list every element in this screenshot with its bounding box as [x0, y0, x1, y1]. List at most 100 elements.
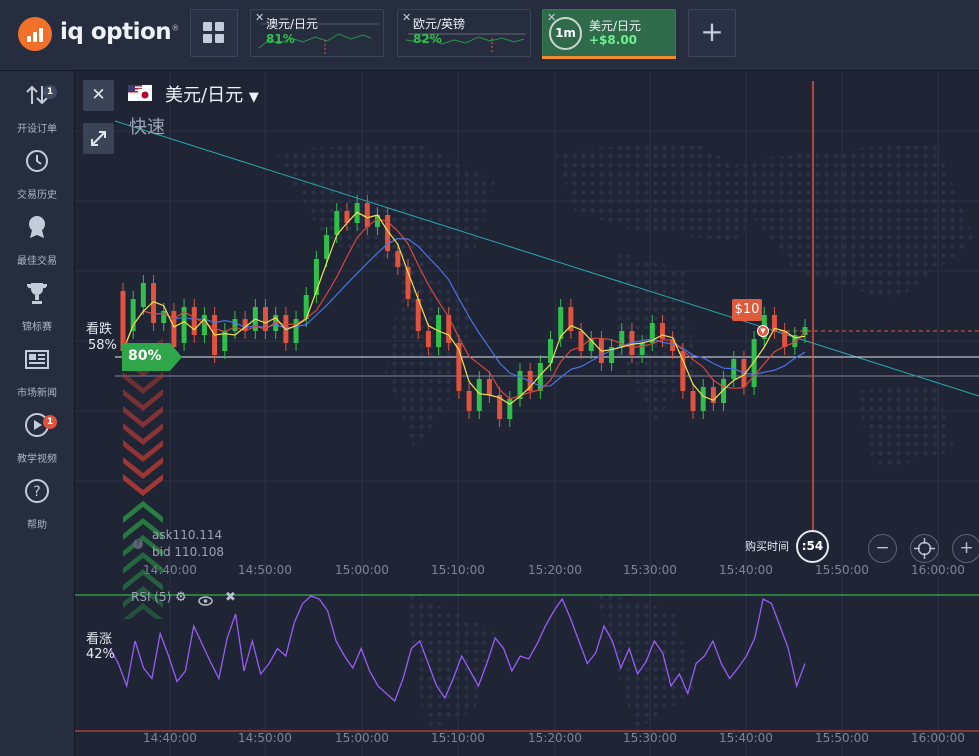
sidebar-item-tutorial-videos[interactable]: 1 教学视频 — [0, 408, 74, 470]
expiry-timer-icon: 1m — [549, 17, 582, 50]
brand-logo-icon[interactable] — [18, 17, 52, 51]
sidebar-item-label: 教学视频 — [17, 454, 57, 465]
mini-chart — [258, 23, 379, 54]
time-tick-label: 14:40:00 — [143, 731, 197, 745]
candle — [659, 323, 665, 339]
close-tab-icon[interactable]: ✕ — [402, 11, 412, 24]
asset-tab-audjpy[interactable]: ✕ 澳元/日元 81% — [250, 9, 384, 57]
tab-payout-percent: 81% — [266, 32, 295, 46]
multi-chart-layout-button[interactable] — [190, 9, 238, 57]
zoom-out-button[interactable]: − — [868, 534, 897, 563]
candle — [517, 371, 523, 399]
buy-arrow-icon — [123, 586, 163, 608]
buy-arrow-icon — [123, 518, 163, 540]
sell-arrow-icon — [123, 423, 163, 445]
candle — [680, 351, 686, 391]
time-tick-label: 15:00:00 — [335, 731, 389, 745]
asset-selector[interactable]: 美元/日元 ▼ — [165, 85, 259, 106]
candle — [649, 323, 655, 343]
candle — [191, 307, 197, 335]
buy-percent: 42% — [86, 647, 115, 662]
tab-payout-percent: 82% — [413, 32, 442, 46]
sidebar-item-help[interactable]: ? 帮助 — [0, 474, 74, 536]
candle — [222, 331, 228, 351]
tab-asset-name: 欧元/英镑 — [413, 17, 466, 31]
candle — [344, 211, 350, 223]
candle — [324, 235, 330, 259]
candle — [690, 391, 696, 411]
candle — [558, 307, 564, 339]
candle — [456, 343, 462, 391]
settings-gear-icon[interactable]: ⚙ — [175, 590, 187, 605]
time-tick-label: 15:40:00 — [719, 731, 773, 745]
sidebar-item-tournaments[interactable]: 锦标赛 — [0, 276, 74, 338]
asset-tab-usdjpy[interactable]: ✕ 1m 美元/日元 +$8.00 — [542, 9, 676, 59]
candle — [232, 319, 238, 331]
time-tick-label: 14:50:00 — [238, 731, 292, 745]
price-chart[interactable]: 14:40:00 14:50:00 15:00:00 15:10:00 15:20:00… — [75, 71, 979, 756]
time-tick-label: 15:50:00 — [815, 731, 869, 745]
center-chart-button[interactable] — [910, 534, 939, 563]
world-map-background — [275, 141, 975, 731]
buy-arrow-icon — [123, 501, 163, 523]
sell-percent: 58% — [88, 338, 117, 353]
collapse-chart-button[interactable] — [83, 123, 114, 154]
chart-area[interactable]: 14:40:00 14:50:00 15:00:00 15:10:00 15:20:00… — [75, 71, 979, 756]
countdown-timer: :54 — [796, 530, 829, 563]
candle — [140, 283, 146, 307]
candle — [405, 267, 411, 299]
candle — [303, 295, 309, 319]
buy-time-label: 购买时间 — [745, 540, 789, 553]
close-chart-button[interactable]: ✕ — [83, 80, 114, 111]
remove-indicator-icon[interactable]: ✖ — [225, 590, 236, 605]
asset-tab-eurgbp[interactable]: ✕ 欧元/英镑 82% — [397, 9, 531, 57]
trade-down-marker-icon: ▼ — [757, 325, 769, 337]
medal-icon — [29, 216, 45, 238]
candle — [568, 307, 574, 331]
candle — [609, 347, 615, 363]
mini-chart — [405, 33, 526, 54]
close-tab-icon[interactable]: ✕ — [547, 11, 557, 24]
candle — [293, 319, 299, 343]
candle — [151, 283, 157, 323]
sidebar-item-open-orders[interactable]: 1 开设订单 — [0, 78, 74, 140]
moving-average-red — [122, 218, 806, 400]
buy-label: 看涨 — [86, 632, 113, 647]
candle — [161, 311, 167, 323]
zoom-in-button[interactable]: + — [952, 534, 979, 563]
sidebar-item-market-news[interactable]: 市场新闻 — [0, 342, 74, 404]
sell-arrow-icon — [123, 440, 163, 462]
close-tab-icon[interactable]: ✕ — [255, 11, 265, 24]
notification-badge: 1 — [43, 415, 57, 429]
moving-average-yellow — [122, 211, 806, 406]
sidebar-item-label: 锦标赛 — [22, 322, 52, 333]
sidebar-item-best-trades[interactable]: 最佳交易 — [0, 210, 74, 272]
newspaper-icon — [25, 350, 49, 369]
candle — [721, 379, 727, 403]
candle — [802, 327, 808, 335]
visibility-eye-icon[interactable] — [198, 591, 213, 606]
left-sidebar: 1 开设订单 交易历史 最佳交易 锦标赛 市场新闻 1 教学视频 ? 帮助 — [0, 71, 75, 756]
arrows-updown-icon — [26, 85, 48, 105]
sidebar-item-label: 交易历史 — [17, 190, 57, 201]
grid-lines — [75, 71, 979, 756]
candle — [771, 315, 777, 331]
trade-amount-badge[interactable]: $10 — [732, 299, 762, 321]
time-tick-label: 15:10:00 — [431, 731, 485, 745]
crosshair-icon — [914, 538, 935, 559]
info-icon[interactable]: ? — [133, 539, 143, 549]
candle — [639, 343, 645, 355]
candle — [782, 331, 788, 347]
sell-arrow-icon — [123, 372, 163, 394]
brand-name[interactable]: iq option® — [60, 19, 179, 45]
time-tick-label: 15:10:00 — [431, 563, 485, 577]
add-asset-button[interactable]: + — [688, 9, 736, 57]
help-question-icon: ? — [25, 479, 49, 503]
time-axis: 14:40:00 14:50:00 15:00:00 15:10:00 15:20:00… — [143, 563, 965, 577]
candle — [364, 203, 370, 227]
candle — [578, 331, 584, 351]
sidebar-item-trade-history[interactable]: 交易历史 — [0, 144, 74, 206]
candle — [710, 387, 716, 403]
sidebar-item-label: 市场新闻 — [17, 388, 57, 399]
candle — [670, 339, 676, 351]
